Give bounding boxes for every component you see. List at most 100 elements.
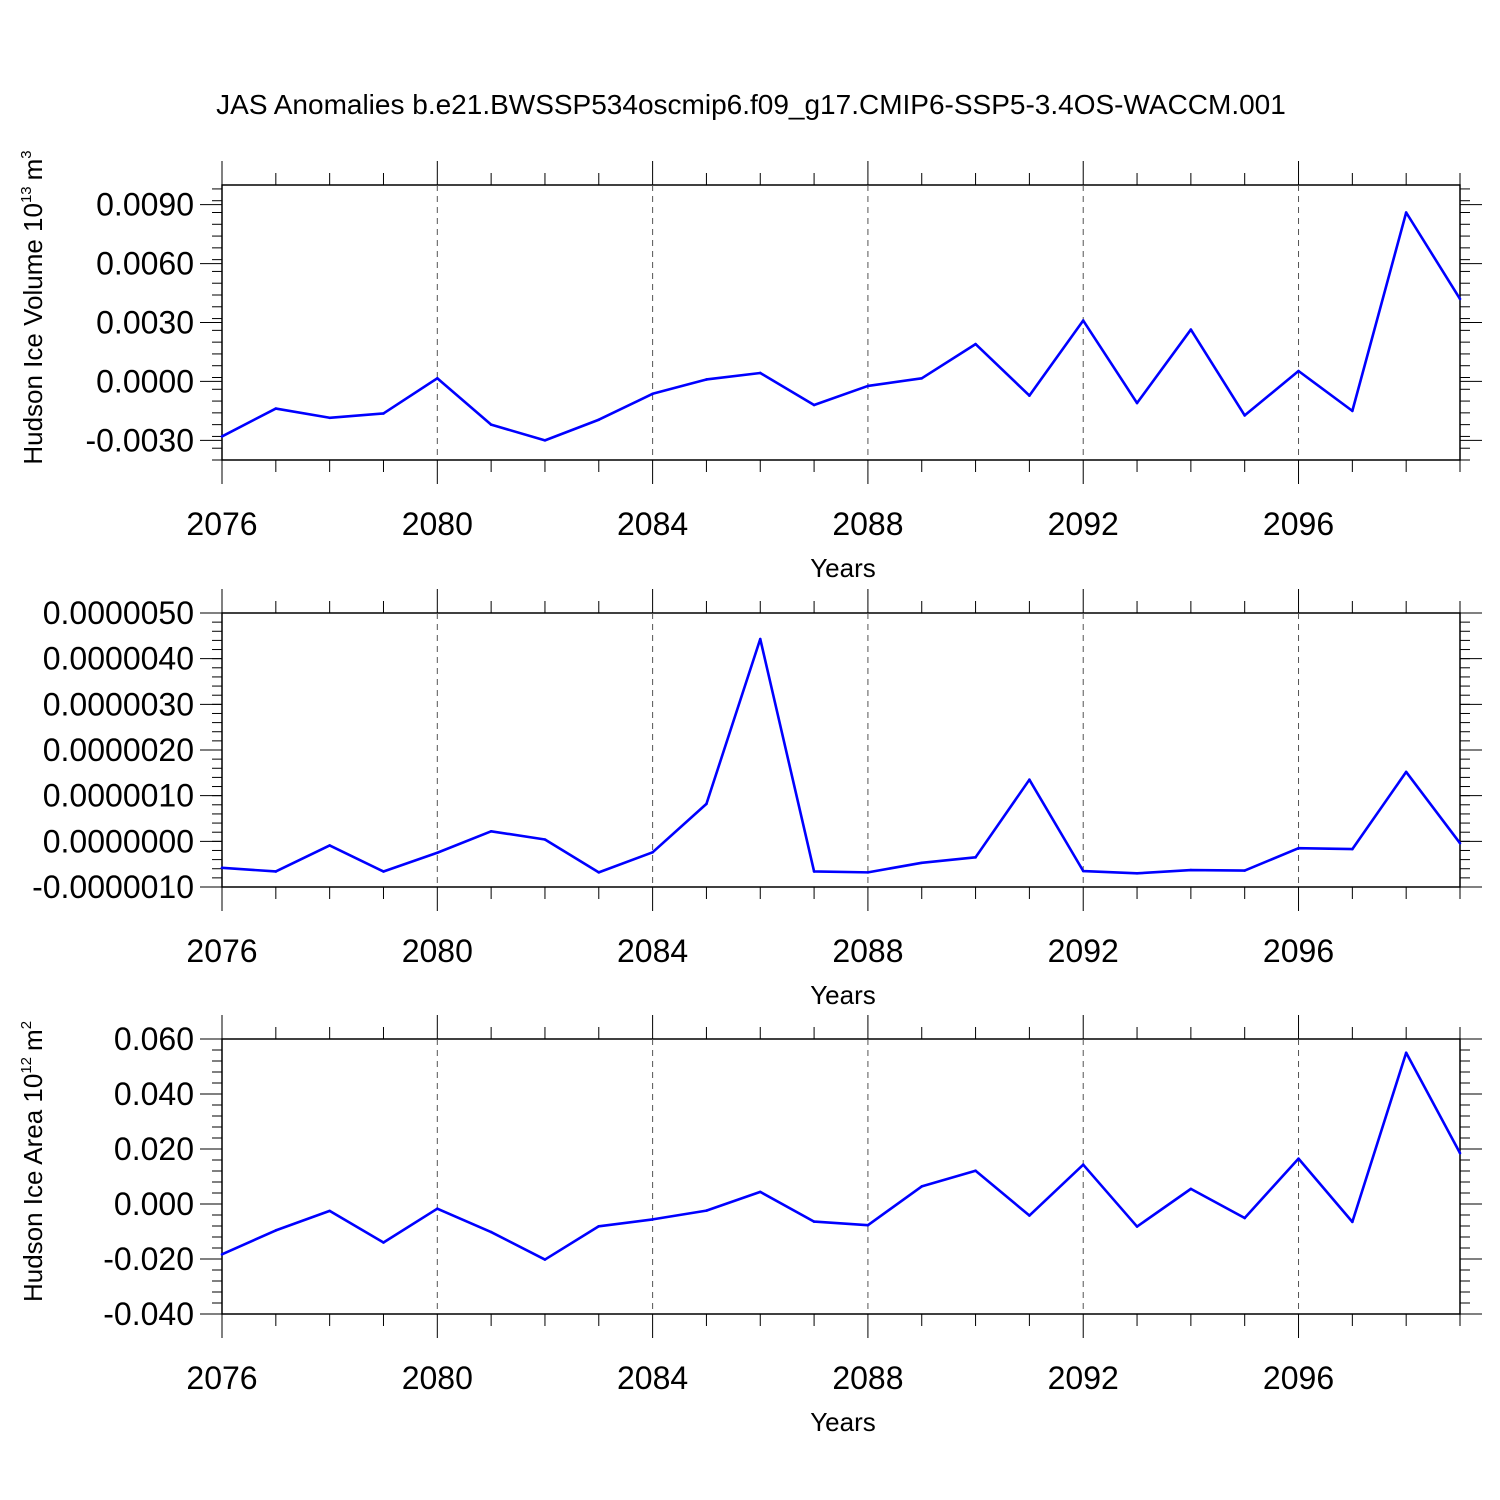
c2-data-point-2085 <box>705 1209 708 1212</box>
c1-x-tick-label-2080: 2080 <box>402 933 473 969</box>
c0-data-point-2085 <box>705 378 708 381</box>
c0-x-tick-label-2092: 2092 <box>1048 506 1119 542</box>
c0-data-point-2098 <box>1404 211 1408 214</box>
c1-y-tick-label: 0.0000020 <box>43 732 194 768</box>
c2-series-line-0 <box>221 1051 1462 1261</box>
c2-x-tick-label-2080: 2080 <box>402 1360 473 1396</box>
c1-x-tick-label-2096: 2096 <box>1263 933 1334 969</box>
c2-data-point-2095 <box>1243 1216 1246 1220</box>
c1-data-point-2091 <box>1028 778 1031 781</box>
c2-data-point-2077 <box>274 1229 278 1232</box>
c2-data-point-2080 <box>436 1207 439 1210</box>
c0-x-tick-label-2076: 2076 <box>186 506 257 542</box>
c0-data-point-2088 <box>866 384 870 388</box>
c2-data-point-2090 <box>974 1169 977 1173</box>
c0-data-point-2081 <box>489 423 493 426</box>
c0-data-point-2080 <box>436 376 439 380</box>
c2-x-axis-title: Years <box>810 1407 876 1437</box>
c0-data-point-2089 <box>920 376 924 380</box>
c2-x-tick-label-2084: 2084 <box>617 1360 688 1396</box>
c2-data-point-2083 <box>597 1224 601 1228</box>
c2-data-point-2099 <box>1458 1151 1462 1155</box>
c1-y-tick-label: 0.0000050 <box>43 595 194 631</box>
c1-data-point-2095 <box>1243 869 1246 872</box>
panel-middle-series: 2076 2080 2084 2088 2092 2096 Years -0.0000010 0… <box>32 589 1482 1010</box>
c2-data-point-2097 <box>1351 1220 1354 1224</box>
c1-y-tick-label: 0.0000000 <box>43 823 194 859</box>
c1-x-axis-title: Years <box>810 980 876 1010</box>
c2-data-point-2089 <box>920 1185 924 1188</box>
c2-data-point-2081 <box>489 1230 493 1234</box>
c2-y-tick-label: 0.000 <box>114 1186 194 1222</box>
c1-data-point-2080 <box>436 851 439 855</box>
c2-data-point-2093 <box>1135 1225 1139 1228</box>
c1-data-point-2081 <box>489 829 493 833</box>
c0-data-point-2077 <box>274 407 278 410</box>
c2-y-tick-label: -0.020 <box>103 1241 194 1277</box>
c1-data-point-2094 <box>1189 868 1193 872</box>
c2-data-point-2079 <box>382 1241 385 1244</box>
c0-x-axis-title: Years <box>810 553 876 583</box>
c1-data-point-2087 <box>812 870 816 873</box>
c1-series-line-0 <box>221 637 1462 875</box>
c0-data-point-2091 <box>1028 394 1031 397</box>
c2-data-point-2098 <box>1404 1051 1408 1055</box>
c0-data-point-2078 <box>328 416 331 420</box>
c2-data-point-2091 <box>1028 1214 1031 1217</box>
c1-data-point-2084 <box>651 850 654 854</box>
c1-x-tick-label-2084: 2084 <box>617 933 688 969</box>
c0-data-point-2079 <box>382 412 385 415</box>
c1-data-point-2098 <box>1404 770 1408 774</box>
c2-x-tick-label-2076: 2076 <box>186 1360 257 1396</box>
c1-data-point-2089 <box>920 861 924 865</box>
c2-data-point-2088 <box>866 1223 870 1227</box>
c2-x-tick-label-2088: 2088 <box>832 1360 903 1396</box>
c0-data-point-2087 <box>812 403 816 407</box>
c2-y-tick-label: 0.060 <box>114 1021 194 1057</box>
c1-data-point-2079 <box>382 870 385 873</box>
c1-x-tick-label-2088: 2088 <box>832 933 903 969</box>
panel-ice-area: 2076 2080 2084 2088 2092 2096 Years -0.040 -0.02… <box>18 1015 1482 1437</box>
c0-data-point-2086 <box>758 371 762 375</box>
c0-y-tick-label: 0.0000 <box>96 363 194 399</box>
c2-data-point-2076 <box>220 1253 224 1256</box>
c2-y-tick-label: 0.040 <box>114 1076 194 1112</box>
c2-data-point-2092 <box>1081 1163 1085 1166</box>
c2-plot-frame <box>221 1038 1461 1315</box>
c0-x-tick-label-2084: 2084 <box>617 506 688 542</box>
c1-y-tick-label: -0.0000010 <box>32 869 194 905</box>
c1-data-point-2078 <box>328 844 331 847</box>
c0-data-point-2096 <box>1297 369 1300 373</box>
c0-data-point-2095 <box>1243 414 1246 417</box>
c2-y-tick-label: 0.020 <box>114 1131 194 1167</box>
c2-data-point-2084 <box>651 1218 654 1221</box>
c0-data-point-2084 <box>651 392 654 396</box>
c1-y-tick-label: 0.0000030 <box>43 686 194 722</box>
c0-data-point-2099 <box>1458 297 1462 301</box>
c0-plot-frame <box>221 184 1461 461</box>
c0-series-line-0 <box>221 211 1462 442</box>
c1-data-point-2077 <box>274 870 278 873</box>
c1-data-point-2082 <box>543 838 547 841</box>
c2-y-axis-title: Hudson Ice Area 1012m2 <box>18 1021 48 1302</box>
c0-y-tick-label: 0.0030 <box>96 305 194 341</box>
c0-data-point-2090 <box>974 342 977 346</box>
c2-data-point-2082 <box>543 1258 547 1261</box>
figure-title: JAS Anomalies b.e21.BWSSP534oscmip6.f09_… <box>216 89 1286 120</box>
c1-data-point-2099 <box>1458 841 1462 845</box>
c0-y-axis-title: Hudson Ice Volume 1013m3 <box>18 150 48 464</box>
c2-data-point-2086 <box>758 1190 762 1194</box>
c1-y-tick-label: 0.0000010 <box>43 778 194 814</box>
c0-data-point-2083 <box>597 418 601 422</box>
c1-data-point-2083 <box>597 871 601 874</box>
c0-y-tick-label: 0.0090 <box>96 187 194 223</box>
c1-data-point-2097 <box>1351 847 1354 851</box>
c0-data-point-2076 <box>220 435 224 438</box>
c1-x-tick-label-2092: 2092 <box>1048 933 1119 969</box>
c0-data-point-2092 <box>1081 319 1085 322</box>
c1-x-tick-label-2076: 2076 <box>186 933 257 969</box>
c2-data-point-2094 <box>1189 1187 1193 1191</box>
c2-data-point-2096 <box>1297 1157 1300 1160</box>
c2-x-tick-label-2092: 2092 <box>1048 1360 1119 1396</box>
